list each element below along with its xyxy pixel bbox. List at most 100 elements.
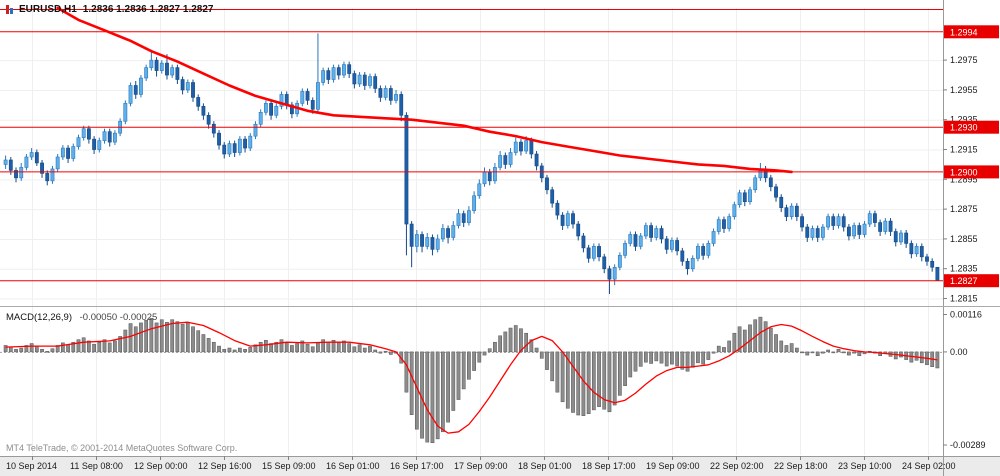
candle-body xyxy=(362,74,367,86)
candle-body xyxy=(784,207,789,217)
candle-body xyxy=(722,219,726,229)
candle-body xyxy=(581,235,586,249)
macd-histogram-bar xyxy=(316,342,320,353)
candle-body xyxy=(368,76,372,86)
macd-histogram-bar xyxy=(742,329,747,353)
candle-body xyxy=(643,225,648,237)
candle-body xyxy=(243,138,247,149)
macd-histogram-bar xyxy=(685,351,690,372)
macd-histogram-bar xyxy=(154,322,159,353)
candle-body xyxy=(508,152,513,165)
candle-body xyxy=(466,210,471,223)
candle-body xyxy=(857,225,862,235)
candle-body xyxy=(165,62,169,76)
macd-histogram-bar xyxy=(196,330,201,353)
candle-body xyxy=(425,237,430,247)
macd-histogram-bar xyxy=(159,319,164,353)
macd-histogram-bar xyxy=(576,351,581,416)
macd-histogram-bar xyxy=(206,338,211,353)
macd-histogram-bar xyxy=(404,351,409,393)
candle-body xyxy=(727,216,732,229)
macd-histogram-bar xyxy=(607,351,612,413)
macd-histogram-bar xyxy=(644,351,648,363)
macd-histogram-bar xyxy=(498,335,502,353)
macd-histogram-bar xyxy=(102,339,107,353)
candle-body xyxy=(696,246,700,259)
macd-histogram-bar xyxy=(258,341,263,353)
candle-body xyxy=(737,192,742,205)
macd-histogram-bar xyxy=(914,351,919,361)
candle-body xyxy=(170,67,175,76)
candle-body xyxy=(102,131,107,141)
candle-body xyxy=(321,70,326,83)
macd-histogram-bar xyxy=(61,342,65,353)
macd-histogram-bar xyxy=(123,329,128,353)
candle-body xyxy=(201,106,206,116)
macd-histogram-bar xyxy=(97,341,102,353)
macd-histogram-bar xyxy=(425,351,430,443)
candle-body xyxy=(888,220,893,232)
macd-histogram-bar xyxy=(545,351,549,370)
candle-body xyxy=(909,243,914,255)
candle-body xyxy=(107,131,112,143)
time-axis-label: 19 Sep 09:00 xyxy=(646,461,700,471)
macd-histogram-bar xyxy=(19,347,24,353)
candle-body xyxy=(461,213,466,223)
macd-histogram-bar xyxy=(373,349,378,353)
candle-body xyxy=(690,258,695,270)
price-scale[interactable] xyxy=(944,0,1000,456)
candle-body xyxy=(555,202,560,216)
macd-histogram-bar xyxy=(524,332,529,353)
macd-signal-line[interactable] xyxy=(5,321,938,434)
candle-body xyxy=(237,138,242,153)
macd-histogram-bar xyxy=(331,340,336,353)
macd-histogram-bar xyxy=(539,351,544,359)
candle-body xyxy=(774,186,778,198)
macd-histogram-bar xyxy=(810,351,815,354)
candle-body xyxy=(388,88,393,101)
macd-histogram-bar xyxy=(513,325,518,353)
candle-body xyxy=(446,228,450,238)
price-scale-label: 1.2975 xyxy=(950,55,978,65)
moving-average-line[interactable] xyxy=(56,6,793,174)
candle-body xyxy=(86,128,91,140)
candle-body xyxy=(289,104,294,115)
candle-body xyxy=(394,94,398,101)
macd-histogram-bar xyxy=(248,347,253,353)
macd-histogram-bar xyxy=(503,331,508,353)
macd-histogram-bar xyxy=(701,351,706,365)
macd-histogram-bar xyxy=(71,341,76,353)
macd-histogram-bar xyxy=(722,347,726,353)
candle-body xyxy=(878,222,883,232)
time-axis-label: 16 Sep 17:00 xyxy=(390,461,444,471)
macd-histogram-bar xyxy=(737,326,742,353)
time-axis-label: 18 Sep 17:00 xyxy=(582,461,636,471)
candle-body xyxy=(34,152,39,164)
candle-body xyxy=(66,147,70,159)
candle-body xyxy=(669,240,674,250)
candle-body xyxy=(435,238,440,250)
macd-indicator-label: MACD(12,26,9) xyxy=(6,312,72,323)
macd-histogram-bar xyxy=(435,351,440,440)
candle-body xyxy=(597,246,601,258)
candle-body xyxy=(862,223,867,235)
candle-body xyxy=(753,177,758,191)
candle-body xyxy=(253,123,258,137)
macd-histogram-bar xyxy=(50,348,55,353)
candle-body xyxy=(477,183,482,197)
candle-body xyxy=(60,147,65,158)
macd-histogram-bar xyxy=(368,345,372,353)
macd-histogram-bar xyxy=(321,339,326,353)
time-scale[interactable] xyxy=(0,456,1000,476)
candle-body xyxy=(14,170,18,179)
candle-body xyxy=(50,168,55,182)
candle-body xyxy=(3,159,8,165)
macd-histogram-bar xyxy=(821,351,825,354)
macd-histogram-bar xyxy=(211,341,216,353)
macd-histogram-bar xyxy=(774,334,778,353)
macd-histogram-bar xyxy=(347,343,352,353)
macd-histogram-bar xyxy=(144,320,149,353)
candle-body xyxy=(529,140,534,155)
